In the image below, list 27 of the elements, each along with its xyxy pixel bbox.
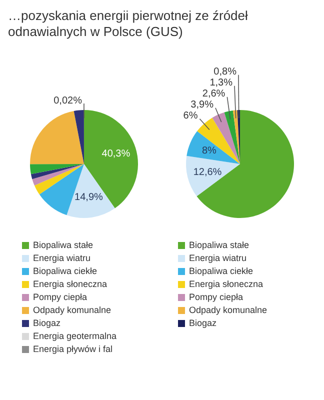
- legend-label: Energia wiatru: [189, 253, 247, 263]
- data-label: 8%: [202, 146, 217, 157]
- legend-label: Pompy ciepła: [33, 292, 88, 302]
- legend-label: Biogaz: [33, 318, 61, 328]
- data-label: 0,02%: [54, 95, 82, 106]
- legend-label: Pompy ciepła: [189, 292, 244, 302]
- chart-title: …pozyskania energii pierwotnej ze źródeł odnawialnych w Polsce (GUS): [8, 8, 249, 40]
- data-label: 2,6%: [202, 88, 226, 100]
- legend-label: Biopaliwa ciekłe: [33, 266, 98, 276]
- legend-label: Energia pływów i fal: [33, 344, 113, 354]
- data-label: 40,3%: [102, 148, 130, 160]
- data-label: 12,6%: [193, 166, 222, 178]
- legend-label: Energia słoneczna: [189, 279, 264, 289]
- data-label: 6%: [183, 110, 198, 122]
- legend-label: Energia słoneczna: [33, 279, 108, 289]
- legend-label: Biopaliwa ciekłe: [189, 266, 254, 276]
- data-label: 1,3%: [210, 78, 233, 89]
- legend-label: Energia geotermalna: [33, 331, 117, 341]
- legend-label: Biopaliwa stałe: [189, 240, 250, 250]
- legend-label: Odpady komunalne: [189, 305, 268, 315]
- data-label: 0,8%: [214, 66, 237, 78]
- legend-label: Odpady komunalne: [33, 305, 112, 315]
- data-label: 3,9%: [190, 100, 214, 111]
- legend-label: Biopaliwa stałe: [33, 240, 94, 250]
- data-label: 14,9%: [74, 192, 103, 203]
- legend-label: Energia wiatru: [33, 253, 91, 263]
- legend-label: Biogaz: [189, 318, 217, 328]
